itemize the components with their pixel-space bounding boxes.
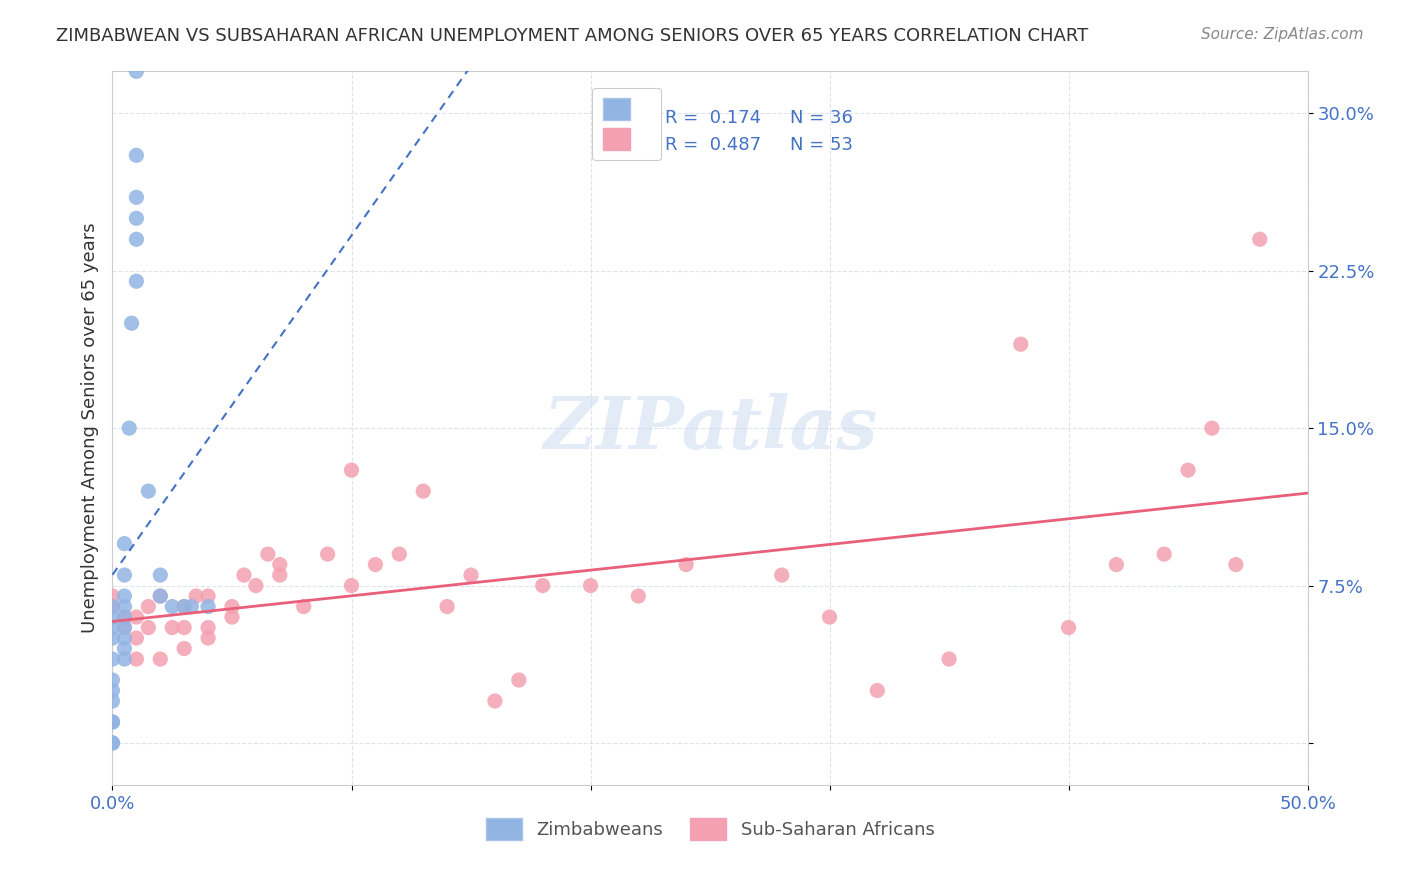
Point <box>114 641 135 656</box>
Point <box>1010 337 1032 351</box>
Point <box>101 652 124 666</box>
Point <box>1249 232 1271 246</box>
Point <box>125 652 148 666</box>
Point <box>245 578 267 592</box>
Point <box>1057 621 1080 635</box>
Point <box>125 190 148 204</box>
Point <box>388 547 411 561</box>
Point <box>484 694 506 708</box>
Point <box>101 673 124 687</box>
Point <box>101 736 124 750</box>
Point <box>125 631 148 645</box>
Point <box>101 736 124 750</box>
Point <box>114 568 135 582</box>
Text: R =  0.174: R = 0.174 <box>665 109 761 127</box>
Point <box>101 599 124 614</box>
Point <box>197 589 219 603</box>
Point <box>173 599 195 614</box>
Point <box>1177 463 1199 477</box>
Point <box>173 599 195 614</box>
Point <box>149 589 172 603</box>
Point <box>101 621 124 635</box>
Point <box>340 463 363 477</box>
Point <box>101 694 124 708</box>
Point <box>162 599 183 614</box>
Point <box>257 547 280 561</box>
Text: R =  0.487: R = 0.487 <box>665 136 761 153</box>
Point <box>364 558 387 572</box>
Point <box>938 652 960 666</box>
Point <box>233 568 256 582</box>
Point <box>149 589 172 603</box>
Point <box>138 484 160 499</box>
Point <box>508 673 530 687</box>
Point <box>531 578 554 592</box>
Point <box>221 610 243 624</box>
Point <box>114 631 135 645</box>
Point <box>114 536 135 550</box>
Point <box>292 599 315 614</box>
Point <box>197 621 219 635</box>
Point <box>269 558 291 572</box>
Point <box>866 683 889 698</box>
Legend: Zimbabweans, Sub-Saharan Africans: Zimbabweans, Sub-Saharan Africans <box>478 811 942 847</box>
Point <box>770 568 793 582</box>
Point <box>149 568 172 582</box>
Point <box>1153 547 1175 561</box>
Point <box>221 599 243 614</box>
Point <box>269 568 291 582</box>
Point <box>579 578 602 592</box>
Point <box>114 610 135 624</box>
Point <box>197 631 219 645</box>
Point <box>101 714 124 729</box>
Point <box>138 599 160 614</box>
Point <box>340 578 363 592</box>
Point <box>162 621 183 635</box>
Point <box>101 631 124 645</box>
Point <box>436 599 458 614</box>
Point <box>114 599 135 614</box>
Point <box>101 610 124 624</box>
Point <box>114 621 135 635</box>
Point <box>125 610 148 624</box>
Point <box>627 589 650 603</box>
Point <box>121 316 143 330</box>
Point <box>114 610 135 624</box>
Point <box>675 558 697 572</box>
Point <box>101 714 124 729</box>
Point <box>114 589 135 603</box>
Point <box>1105 558 1128 572</box>
Y-axis label: Unemployment Among Seniors over 65 years: Unemployment Among Seniors over 65 years <box>80 223 98 633</box>
Point <box>149 652 172 666</box>
Point <box>101 599 124 614</box>
Point <box>138 621 160 635</box>
Point <box>173 621 195 635</box>
Text: ZIPatlas: ZIPatlas <box>543 392 877 464</box>
Point <box>114 652 135 666</box>
Point <box>197 599 219 614</box>
Point <box>114 621 135 635</box>
Point <box>316 547 339 561</box>
Text: ZIMBABWEAN VS SUBSAHARAN AFRICAN UNEMPLOYMENT AMONG SENIORS OVER 65 YEARS CORREL: ZIMBABWEAN VS SUBSAHARAN AFRICAN UNEMPLO… <box>56 27 1088 45</box>
Text: N = 53: N = 53 <box>790 136 853 153</box>
Point <box>125 64 148 78</box>
Point <box>101 683 124 698</box>
Point <box>125 274 148 288</box>
Point <box>412 484 434 499</box>
Point <box>460 568 482 582</box>
Point <box>1201 421 1223 435</box>
Point <box>125 148 148 162</box>
Point <box>186 589 208 603</box>
Point <box>1225 558 1247 572</box>
Point <box>125 211 148 226</box>
Text: N = 36: N = 36 <box>790 109 853 127</box>
Point <box>180 599 202 614</box>
Text: Source: ZipAtlas.com: Source: ZipAtlas.com <box>1201 27 1364 42</box>
Point <box>818 610 841 624</box>
Point <box>125 232 148 246</box>
Point <box>173 641 195 656</box>
Point <box>101 589 124 603</box>
Point <box>118 421 141 435</box>
